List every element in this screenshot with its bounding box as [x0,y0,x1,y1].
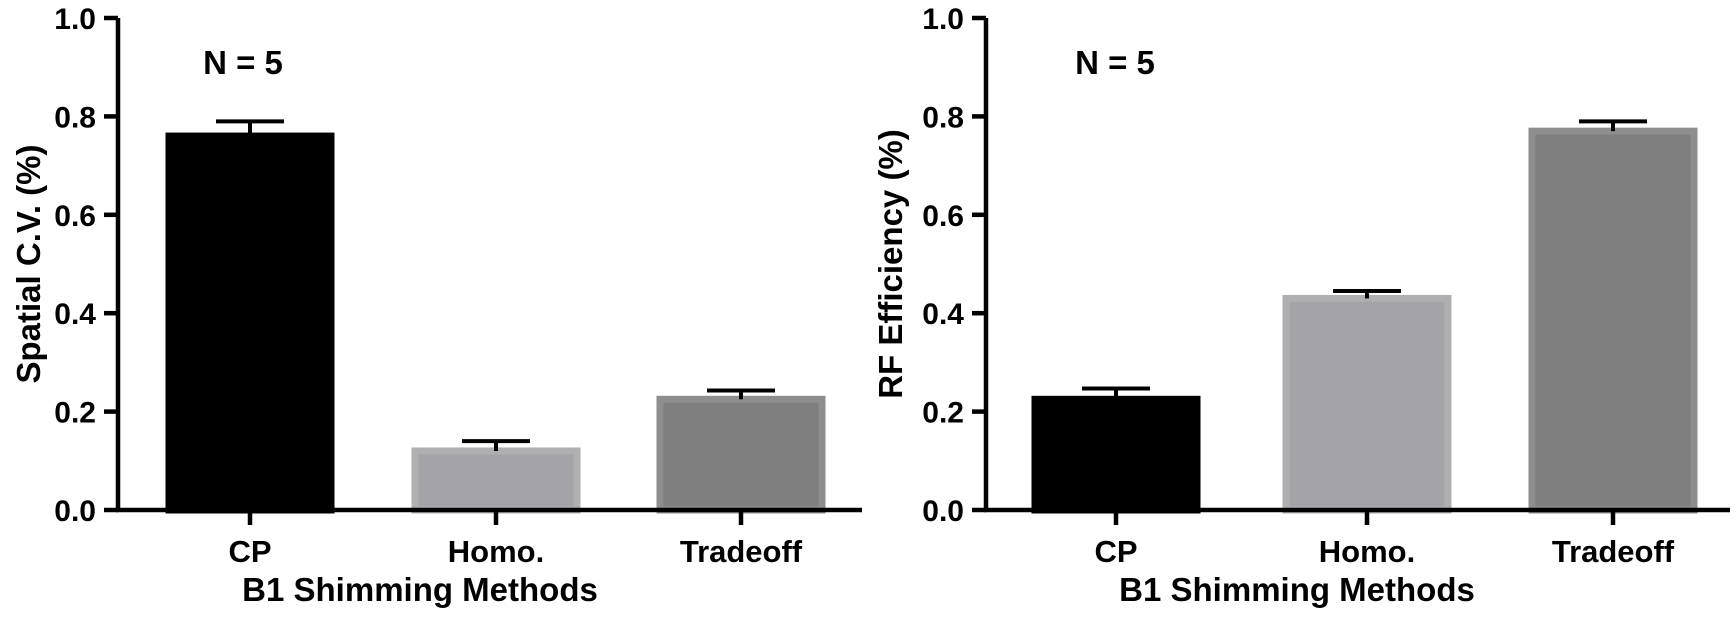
y-tick-label: 0.8 [54,101,96,134]
y-tick-label: 0.4 [54,298,96,331]
y-axis-title: RF Efficiency (%) [872,129,909,399]
y-tick-label: 0.2 [922,397,964,430]
bar [1528,127,1698,514]
bar [1031,395,1201,514]
y-tick-label: 0.2 [54,397,96,430]
y-tick-label: 0.8 [922,101,964,134]
x-tick-label: Tradeoff [1552,534,1675,569]
y-tick-label: 1.0 [922,3,964,36]
y-tick-label: 1.0 [54,3,96,36]
chart-2: 0.0 0.2 0.4 0.6 0.8 1.0 CP Homo. Tradeoff B1 Shim… [872,3,1730,608]
y-tick-label: 0.4 [922,298,964,331]
annotation: N = 5 [203,44,283,81]
bar [656,395,826,514]
bar [165,132,335,514]
x-axis-title: B1 Shimming Methods [1119,571,1475,608]
x-tick-label: Homo. [448,534,544,569]
y-tick-label: 0.0 [54,495,96,528]
y-tick-label: 0.6 [922,200,964,233]
annotation: N = 5 [1075,44,1155,81]
y-axis-title: Spatial C.V. (%) [10,144,47,383]
x-tick-label: Homo. [1319,534,1415,569]
chart-1: 0.0 0.2 0.4 0.6 0.8 1.0 CP Homo. Tradeoff B1 Shim… [10,3,862,608]
bar [1282,294,1452,514]
x-tick-label: Tradeoff [680,534,803,569]
x-axis-title: B1 Shimming Methods [242,571,598,608]
y-tick-label: 0.6 [54,200,96,233]
y-tick-label: 0.0 [922,495,964,528]
bar [411,447,581,514]
x-tick-label: CP [1094,534,1137,569]
x-tick-label: CP [228,534,271,569]
